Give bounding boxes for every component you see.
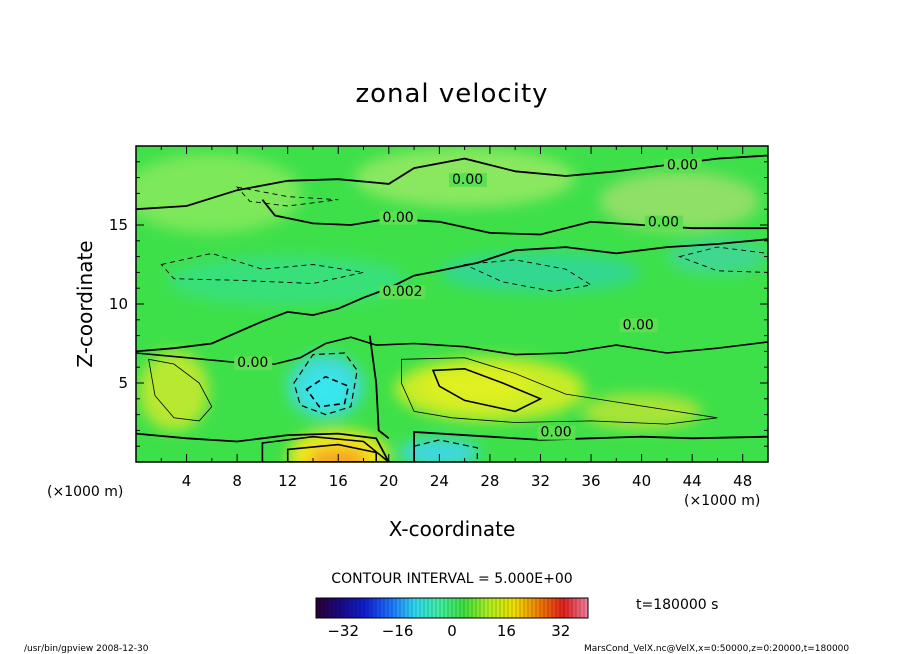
contour-negative-inner (305, 375, 350, 408)
y-tick-label: 15 (109, 216, 128, 234)
y-unit-label: (×1000 m) (47, 484, 123, 500)
colorbar-gradient (316, 598, 588, 618)
blob-far-right (667, 238, 768, 275)
contour-zero-top (136, 154, 768, 211)
contour-label: 0.00 (648, 215, 679, 231)
contour-label-bg (663, 158, 702, 173)
contour-label: 0.002 (382, 284, 422, 300)
x-tick-label: 16 (329, 472, 348, 490)
x-tick-label: 40 (632, 472, 651, 490)
y-tick-label: 10 (109, 295, 128, 313)
blob-negative-peak (305, 372, 346, 409)
contour-positive-left (148, 358, 213, 422)
contour-label-bg (449, 172, 487, 187)
contour-label: 0.00 (382, 210, 413, 226)
blob-positive-peak (422, 368, 533, 405)
contour-label: 0.00 (452, 172, 483, 188)
contour-negative-far-right (677, 246, 768, 273)
contour-positive-inner (431, 367, 543, 413)
contour-label: 0.00 (237, 355, 268, 371)
colorbar-tick-label: 32 (551, 622, 570, 640)
colorbar (315, 597, 589, 619)
x-tick-label: 36 (581, 472, 600, 490)
chart-title: zonal velocity (355, 79, 548, 109)
blob-upper-right (599, 171, 760, 232)
x-tick-label: 48 (733, 472, 752, 490)
heatmap-field (136, 146, 768, 462)
x-tick-label: 32 (531, 472, 550, 490)
contour-label-bg (644, 215, 683, 230)
x-tick-label: 4 (182, 472, 192, 490)
blob-mid-left (167, 255, 408, 306)
x-tick-label: 44 (683, 472, 702, 490)
contour-zero-vertical (368, 335, 390, 440)
colorbar-tick-label: 0 (447, 622, 457, 640)
contour-zero-lower (136, 431, 768, 462)
x-unit-label: (×1000 m) (684, 493, 760, 509)
colorbar-tick-label: 16 (497, 622, 516, 640)
contour-negative-outer (293, 352, 358, 416)
contour-label-bg (537, 425, 576, 440)
colorbar-tick-label: −32 (327, 622, 359, 640)
colorbar-tick-label: −16 (382, 622, 414, 640)
contour-negative-upper (235, 186, 339, 207)
blob-left-positive (138, 350, 209, 431)
time-label: t=180000 s (636, 597, 718, 613)
contour-label-bg (379, 285, 426, 300)
colorbar-frame (315, 597, 589, 619)
footer-left: /usr/bin/gpview 2008-12-30 (24, 644, 149, 654)
x-tick-label: 8 (232, 472, 242, 490)
contour-label-bg (379, 210, 418, 225)
y-axis-label: Z-coordinate (73, 240, 97, 367)
contour-label-bg (234, 356, 273, 371)
blob-positive-tail (581, 393, 702, 430)
contour-label: 0.00 (540, 425, 571, 441)
blob-upper-left (136, 153, 302, 234)
contour-interval-label: CONTOUR INTERVAL = 5.000E+00 (331, 571, 572, 587)
contour-label-bg (619, 318, 658, 333)
x-tick-label: 12 (278, 472, 297, 490)
contour-label: 0.00 (623, 317, 654, 333)
x-axis-label: X-coordinate (389, 517, 516, 541)
x-tick-label: 20 (379, 472, 398, 490)
footer-right: MarsCond_VelX.nc@VelX,x=0:50000,z=0:2000… (584, 644, 849, 654)
blob-mid-right (440, 252, 641, 293)
x-tick-label: 28 (480, 472, 499, 490)
contour-positive-outer (401, 357, 718, 425)
x-tick-label: 24 (430, 472, 449, 490)
contour-label: 0.00 (667, 158, 698, 174)
y-tick-label: 5 (118, 374, 128, 392)
